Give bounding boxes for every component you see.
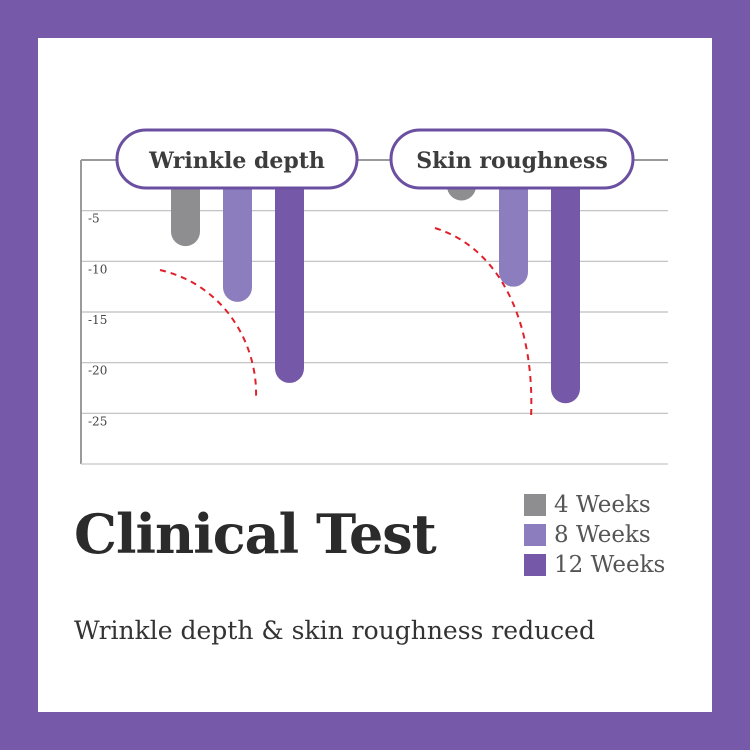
legend-item-12-weeks: 12 Weeks [524, 550, 665, 580]
bar-wrinkle-depth-12-weeks [275, 150, 304, 383]
legend-label-4-weeks: 4 Weeks [554, 492, 651, 518]
legend-label-8-weeks: 8 Weeks [554, 522, 651, 548]
y-tick-label: -10 [88, 262, 107, 276]
y-tick-label: -25 [88, 414, 107, 428]
y-tick-label: -20 [88, 364, 107, 378]
legend-label-12-weeks: 12 Weeks [554, 552, 666, 578]
page-subtitle: Wrinkle depth & skin roughness reduced [74, 616, 595, 645]
legend-swatch-8-weeks [524, 524, 546, 546]
category-label-wrinkle-depth: Wrinkle depth [148, 148, 325, 174]
bar-skin-roughness-12-weeks [551, 150, 580, 404]
trend-curve-skin-roughness [434, 227, 533, 419]
category-label-skin-roughness: Skin roughness [416, 148, 608, 174]
y-tick-label: -5 [88, 212, 100, 226]
legend-swatch-12-weeks [524, 554, 546, 576]
trend-curve-wrinkle-depth [159, 269, 258, 399]
legend-item-8-weeks: 8 Weeks [524, 520, 665, 550]
legend-swatch-4-weeks [524, 494, 546, 516]
y-tick-label: -15 [88, 313, 107, 327]
legend-item-4-weeks: 4 Weeks [524, 490, 665, 520]
category-pill-skin-roughness [389, 128, 635, 190]
page-title: Clinical Test [74, 502, 437, 566]
legend: 4 Weeks 8 Weeks 12 Weeks [524, 490, 665, 580]
category-pill-wrinkle-depth [115, 128, 359, 190]
